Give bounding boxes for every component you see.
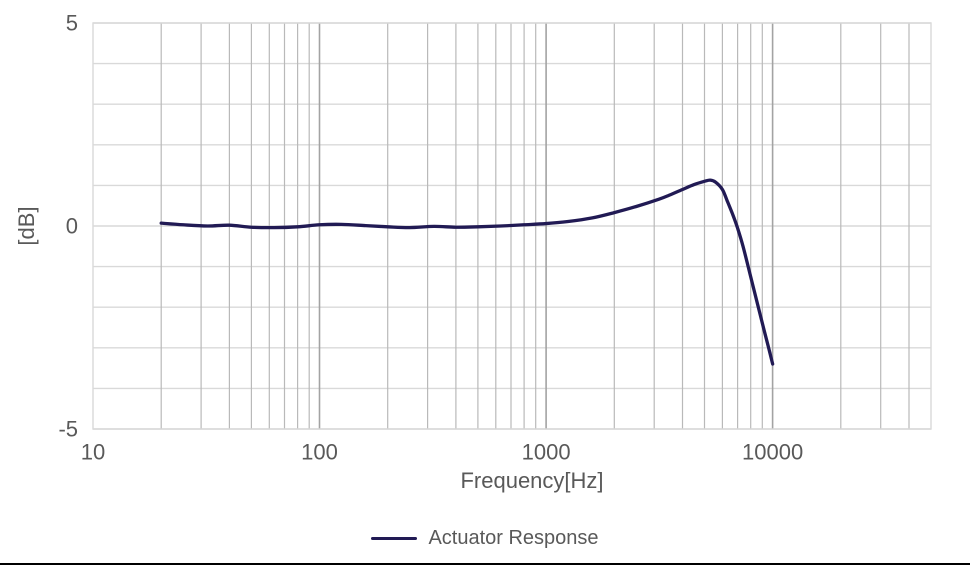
series-layer xyxy=(159,178,775,366)
tick-labels: 10 100 1000 10000 5 0 -5 xyxy=(58,11,803,465)
bottom-border-rule xyxy=(0,563,970,565)
x-axis-title: Frequency[Hz] xyxy=(460,468,603,493)
legend: Actuator Response xyxy=(0,527,970,550)
legend-label: Actuator Response xyxy=(428,527,599,549)
x-tick-label: 10000 xyxy=(742,440,803,465)
x-tick-label: 100 xyxy=(301,440,338,465)
legend-line-marker xyxy=(371,537,418,540)
y-axis-title: [dB] xyxy=(14,206,39,245)
plot-border xyxy=(92,22,932,430)
plot-area: 10 100 1000 10000 5 0 -5 [dB] Frequency[Hz] xyxy=(14,11,932,493)
x-tick-label: 1000 xyxy=(522,440,571,465)
plot-border-rect xyxy=(92,22,932,430)
x-tick-label: 10 xyxy=(81,440,105,465)
y-tick-label: 0 xyxy=(66,214,78,239)
y-tick-label: 5 xyxy=(66,11,78,36)
y-tick-label: -5 xyxy=(58,417,78,442)
series-line-actuator-response xyxy=(159,178,775,366)
